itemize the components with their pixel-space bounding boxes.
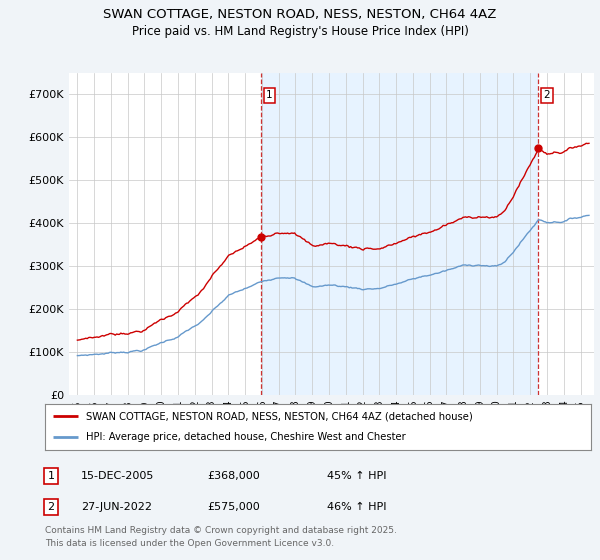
Text: 27-JUN-2022: 27-JUN-2022	[81, 502, 152, 512]
Text: Contains HM Land Registry data © Crown copyright and database right 2025.
This d: Contains HM Land Registry data © Crown c…	[45, 526, 397, 548]
Text: 15-DEC-2005: 15-DEC-2005	[81, 471, 154, 481]
Text: 46% ↑ HPI: 46% ↑ HPI	[327, 502, 386, 512]
Text: 2: 2	[47, 502, 55, 512]
Text: SWAN COTTAGE, NESTON ROAD, NESS, NESTON, CH64 4AZ (detached house): SWAN COTTAGE, NESTON ROAD, NESS, NESTON,…	[86, 411, 473, 421]
Text: 1: 1	[47, 471, 55, 481]
Text: 45% ↑ HPI: 45% ↑ HPI	[327, 471, 386, 481]
Text: HPI: Average price, detached house, Cheshire West and Chester: HPI: Average price, detached house, Ches…	[86, 432, 406, 442]
Text: SWAN COTTAGE, NESTON ROAD, NESS, NESTON, CH64 4AZ: SWAN COTTAGE, NESTON ROAD, NESS, NESTON,…	[103, 8, 497, 21]
Text: Price paid vs. HM Land Registry's House Price Index (HPI): Price paid vs. HM Land Registry's House …	[131, 25, 469, 38]
Text: 2: 2	[544, 90, 550, 100]
Bar	[261, 73, 538, 395]
Text: £575,000: £575,000	[207, 502, 260, 512]
Text: £368,000: £368,000	[207, 471, 260, 481]
Text: 1: 1	[266, 90, 273, 100]
